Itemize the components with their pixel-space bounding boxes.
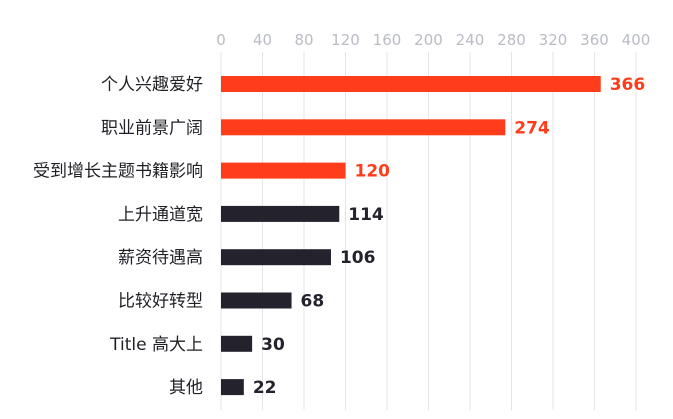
x-tick-label: 280	[497, 31, 526, 49]
category-label: 其他	[169, 378, 203, 398]
x-tick-label: 200	[414, 31, 443, 49]
value-label: 366	[610, 75, 646, 95]
value-label: 106	[340, 248, 376, 268]
x-tick-label: 0	[216, 31, 226, 49]
bar	[221, 249, 331, 265]
bar	[221, 379, 244, 395]
category-label: 个人兴趣爱好	[101, 75, 203, 95]
value-label: 22	[253, 378, 277, 398]
bar	[221, 163, 346, 179]
x-tick-label: 400	[622, 31, 651, 49]
bar	[221, 293, 292, 309]
x-tick-label: 80	[294, 31, 313, 49]
value-label: 274	[514, 118, 550, 138]
grid-layer	[221, 52, 636, 410]
value-label: 30	[261, 335, 285, 355]
x-tick-label: 120	[331, 31, 360, 49]
category-label: 比较好转型	[118, 292, 203, 312]
bar	[221, 76, 601, 92]
category-label: 薪资待遇高	[118, 248, 203, 268]
x-tick-label: 160	[373, 31, 402, 49]
value-label: 68	[301, 292, 325, 312]
category-label: 上升通道宽	[118, 205, 203, 225]
bar	[221, 336, 252, 352]
tick-layer: 0 40 80 120 160 200 240 280 320 360 400	[216, 31, 650, 49]
category-label: Title 高大上	[109, 335, 203, 355]
x-tick-label: 360	[580, 31, 609, 49]
category-label: 受到增长主题书籍影响	[33, 162, 203, 182]
bar	[221, 119, 505, 135]
value-label: 120	[355, 162, 391, 182]
bar	[221, 206, 339, 222]
category-label: 职业前景广阔	[101, 118, 203, 138]
x-tick-label: 320	[539, 31, 568, 49]
x-tick-label: 240	[456, 31, 485, 49]
value-label: 114	[348, 205, 384, 225]
x-tick-label: 40	[253, 31, 272, 49]
